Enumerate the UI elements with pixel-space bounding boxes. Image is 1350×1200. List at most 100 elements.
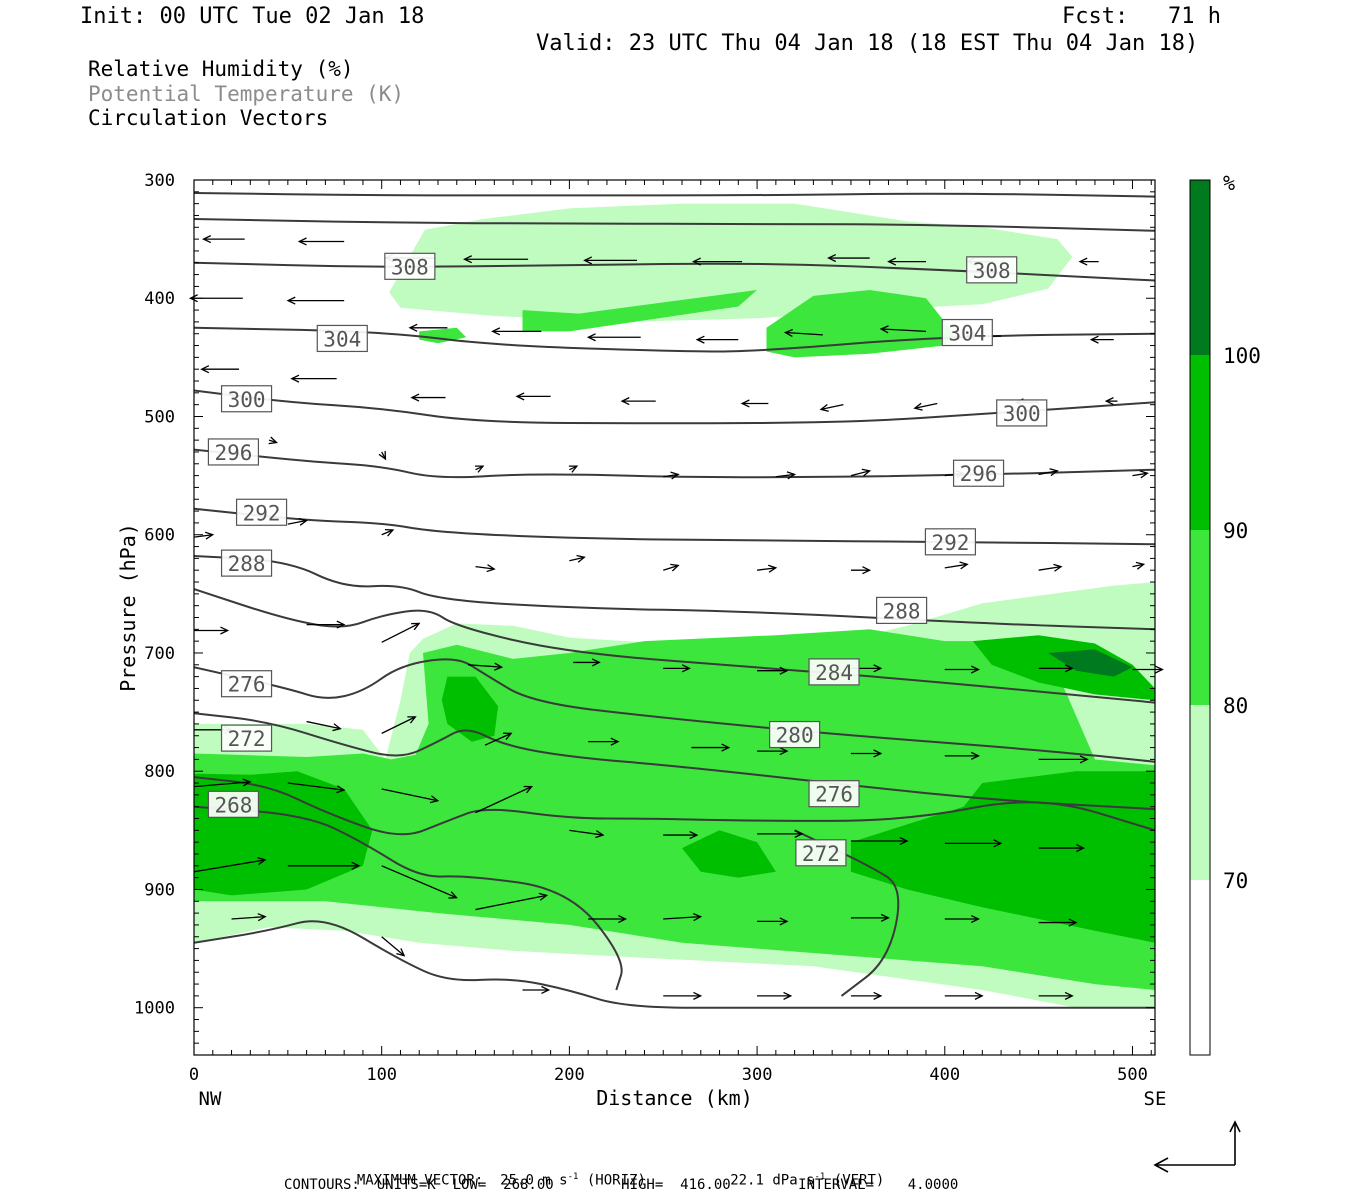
vector-head-12 (408, 323, 418, 332)
theta-label-292: 292 (931, 531, 969, 555)
vector-head-88 (779, 917, 789, 926)
vector-head-24 (620, 397, 630, 406)
y-tick-label-900: 900 (144, 880, 175, 900)
max-vector-vert: 22.1 dPa s (730, 1172, 815, 1189)
vector-27 (914, 402, 938, 409)
vector-head-49 (1053, 563, 1063, 572)
vector-head-45 (670, 563, 680, 572)
vector-head-20 (200, 365, 210, 374)
vector-head-10 (188, 294, 198, 303)
theta-label-box-1 (966, 256, 1018, 284)
theta-label-box-9 (924, 528, 977, 556)
theta-label-box-13 (769, 720, 821, 749)
init-time: Init: 00 UTC Tue 02 Jan 18 (80, 4, 425, 29)
vector-36 (850, 470, 870, 477)
ref-vector-horiz-head (1153, 1157, 1169, 1173)
vector-head-9 (1078, 257, 1088, 266)
vector-head-54 (494, 662, 504, 671)
theta-label-layer: 308 308 304 304 300 300 296 296 292 292 288 288 284 2… (207, 252, 1048, 867)
vector-head-35 (786, 471, 797, 480)
colorbar-segment-4 (1190, 180, 1210, 355)
theta-contour-3 (194, 326, 1155, 353)
colorbar-label-80: 80 (1223, 694, 1248, 718)
theta-label-box-0 (384, 252, 436, 280)
theta-label-288: 288 (228, 552, 266, 576)
x-tick-label-100: 100 (366, 1065, 397, 1085)
vector-head-70 (970, 751, 980, 760)
nw-label: NW (199, 1088, 222, 1110)
theta-label-304: 304 (948, 322, 986, 346)
vector-49 (1038, 566, 1062, 571)
theta-contour-10 (194, 712, 1155, 811)
vector-head-73 (336, 785, 346, 794)
colorbar-label-70: 70 (1223, 869, 1248, 893)
vector-17 (881, 328, 927, 333)
vector-head-48 (959, 561, 969, 570)
theta-label-box-18 (207, 790, 260, 818)
vector-head-83 (351, 861, 361, 870)
theta-label-296: 296 (960, 462, 998, 486)
vector-head-69 (873, 749, 883, 758)
reference-vector (1153, 1120, 1241, 1173)
y-tick-label-600: 600 (144, 526, 175, 546)
vector-head-60 (1064, 664, 1074, 673)
vector-82 (193, 859, 266, 873)
theta-label-288: 288 (883, 599, 921, 623)
theta-label-box-16 (220, 724, 273, 752)
vector-head-80 (993, 839, 1003, 848)
theta-label-box-7 (952, 459, 1005, 487)
vert-unit: (VERT) (833, 1172, 885, 1189)
vector-head-46 (767, 564, 778, 573)
vector-head-22 (410, 393, 420, 402)
vector-head-90 (970, 914, 980, 924)
vector-head-44 (576, 554, 586, 563)
vector-head-65 (503, 732, 513, 740)
vector-54 (467, 664, 502, 668)
theta-label-box-14 (220, 670, 273, 698)
vector-42 (381, 529, 394, 536)
legend-potential-temperature: Potential Temperature (K) (88, 82, 405, 106)
rh-fill-90-7 (441, 676, 499, 742)
vector-head-93 (396, 948, 406, 957)
vector-head-3 (463, 255, 473, 264)
vert-exponent: -1 (814, 1172, 826, 1182)
vector-head-33 (568, 465, 579, 473)
theta-contour-11 (194, 776, 1155, 836)
vector-41 (287, 519, 307, 525)
legend-circulation-vectors: Circulation Vectors (88, 106, 329, 130)
vector-head-21 (290, 374, 300, 383)
colorbar-segment-0 (1190, 880, 1210, 1055)
vector-head-4 (583, 256, 593, 265)
colorbar-segment-1 (1190, 705, 1210, 880)
vector-head-40 (204, 531, 215, 540)
vector-head-11 (286, 296, 296, 305)
theta-label-box-3 (941, 318, 993, 347)
vector-head-67 (721, 743, 731, 752)
y-tick-label-400: 400 (144, 289, 175, 309)
colorbar-label-90: 90 (1223, 519, 1248, 543)
theta-label-box-15 (808, 780, 860, 808)
vector-head-43 (486, 564, 496, 573)
y-tick-label-1000: 1000 (134, 999, 175, 1019)
vector-39 (1132, 472, 1148, 477)
vector-85 (475, 894, 547, 911)
vector-73 (287, 782, 345, 791)
vector-93 (381, 936, 405, 957)
max-vector-horiz: 25.0 m s (500, 1172, 568, 1189)
theta-contour-1 (194, 218, 1155, 232)
contour-info: CONTOURS: UNITS=K LOW= 268.00 HIGH= 416.… (284, 1177, 959, 1193)
vector-87 (663, 916, 701, 920)
x-tick-label-300: 300 (742, 1065, 773, 1085)
vector-head-76 (595, 830, 605, 839)
rh-fill-80-5 (194, 629, 1155, 990)
theta-label-box-6 (207, 438, 260, 466)
vector-16 (785, 331, 823, 336)
vector-head-57 (779, 666, 789, 675)
theta-label-276: 276 (815, 783, 853, 807)
theta-label-box-4 (220, 385, 273, 413)
vector-head-55 (591, 658, 601, 667)
vector-head-6 (827, 253, 837, 263)
theta-label-box-10 (220, 549, 273, 577)
rh-fill-layer (194, 203, 1155, 1008)
vector-76 (569, 829, 604, 836)
